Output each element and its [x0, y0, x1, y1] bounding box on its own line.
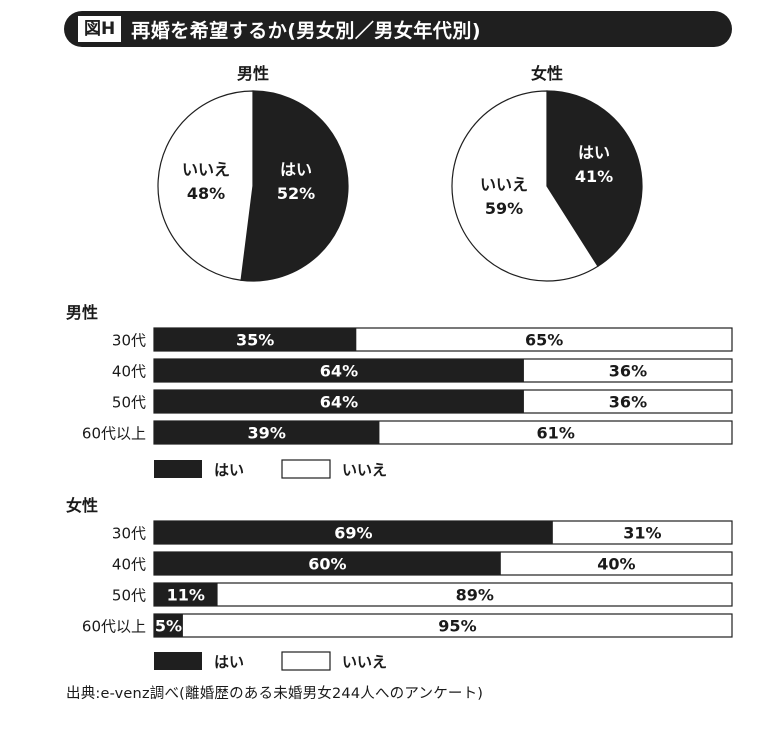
legend-label-yes-female: はい	[214, 653, 244, 671]
bar-category-female-1: 40代	[112, 556, 146, 574]
bar-value-yes-male-2: 64%	[320, 393, 358, 412]
figure-title: 再婚を希望するか(男女別／男女年代別)	[131, 19, 482, 42]
bar-value-yes-male-1: 64%	[320, 362, 358, 381]
bar-category-male-0: 30代	[112, 332, 146, 350]
pie-slice-male-yes	[240, 90, 349, 282]
pie-value-female-yes: 41%	[575, 167, 613, 186]
figure-label: 図H	[78, 16, 122, 42]
bar-category-female-0: 30代	[112, 525, 146, 543]
bar-group-title-female: 女性	[66, 496, 98, 515]
pie-value-female-no: 59%	[485, 199, 523, 218]
bar-yes-female-0	[154, 521, 553, 544]
bar-value-yes-female-0: 69%	[334, 524, 372, 543]
bar-value-no-female-3: 95%	[438, 617, 476, 636]
bar-value-no-female-2: 89%	[456, 586, 494, 605]
legend-label-no-male: いいえ	[342, 461, 387, 479]
figure-header: 図H 再婚を希望するか(男女別／男女年代別)	[64, 11, 732, 47]
legend-label-yes-male: はい	[214, 461, 244, 479]
bar-yes-female-2	[154, 583, 218, 606]
pie-label-male-no: いいえ	[182, 160, 230, 179]
bar-category-male-2: 50代	[112, 394, 146, 412]
bar-category-female-2: 50代	[112, 587, 146, 605]
pie-value-male-yes: 52%	[277, 184, 315, 203]
bar-yes-male-2	[154, 390, 524, 413]
pie-slice-male-no	[157, 90, 254, 281]
bar-yes-female-1	[154, 552, 501, 575]
bar-value-no-female-1: 40%	[597, 555, 635, 574]
legend-swatch-no-male	[281, 459, 331, 479]
pie-title-female: 女性	[531, 64, 563, 83]
bar-value-no-female-0: 31%	[623, 524, 661, 543]
bar-yes-male-1	[154, 359, 524, 382]
bar-yes-male-3	[154, 421, 380, 444]
bar-no-female-2	[153, 582, 733, 607]
pie-label-female-no: いいえ	[480, 175, 528, 194]
bar-value-yes-male-3: 39%	[248, 424, 286, 443]
bar-category-male-1: 40代	[112, 363, 146, 381]
legend-swatch-yes-male	[154, 460, 202, 478]
bar-category-male-3: 60代以上	[82, 425, 146, 443]
pie-label-male-yes: はい	[280, 160, 312, 179]
bar-value-yes-female-3: 5%	[155, 617, 182, 636]
bar-value-no-male-2: 36%	[609, 393, 647, 412]
bar-value-yes-female-2: 11%	[167, 586, 205, 605]
bar-value-no-male-0: 65%	[525, 331, 563, 350]
bar-group-title-male: 男性	[66, 303, 98, 322]
bar-value-yes-female-1: 60%	[308, 555, 346, 574]
source-note: 出典:e-venz調べ(離婚歴のある未婚男女244人へのアンケート)	[66, 686, 484, 702]
bar-value-no-male-1: 36%	[609, 362, 647, 381]
pie-label-female-yes: はい	[578, 143, 610, 162]
bar-yes-male-0	[154, 328, 357, 351]
legend-swatch-no-female	[281, 651, 331, 671]
bar-category-female-3: 60代以上	[82, 618, 146, 636]
legend-swatch-yes-female	[154, 652, 202, 670]
legend-label-no-female: いいえ	[342, 653, 387, 671]
bar-yes-female-3	[154, 614, 183, 637]
pie-value-male-no: 48%	[187, 184, 225, 203]
pie-slice-female-no	[451, 90, 599, 282]
bar-value-yes-male-0: 35%	[236, 331, 274, 350]
bar-value-no-male-3: 61%	[537, 424, 575, 443]
pie-title-male: 男性	[237, 64, 269, 83]
